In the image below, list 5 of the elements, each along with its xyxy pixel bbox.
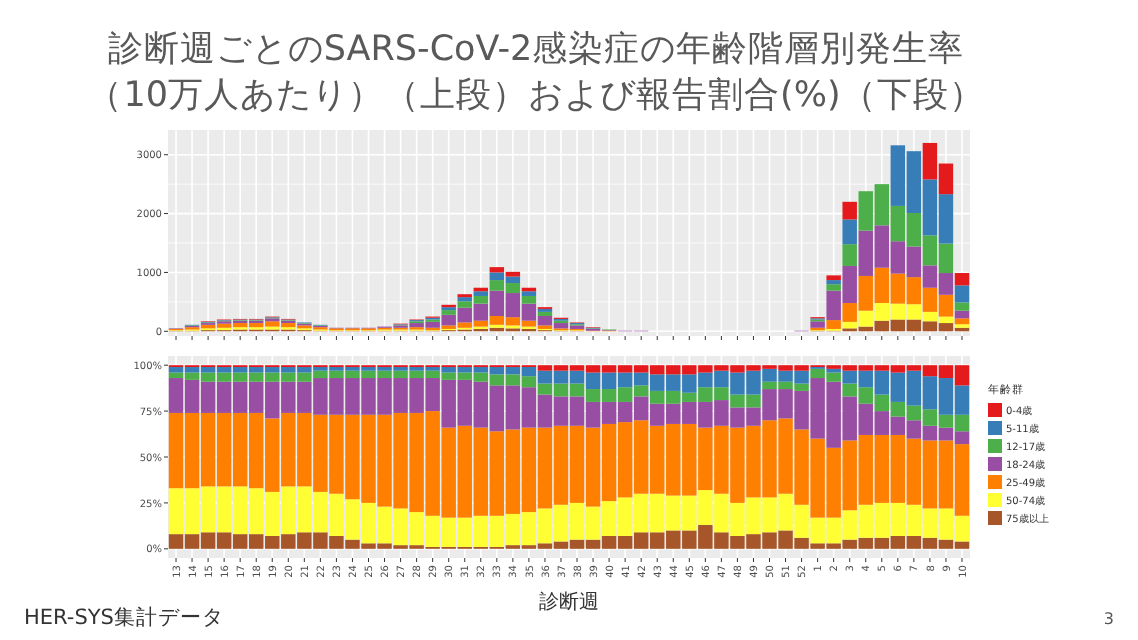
x-axis-title: 診断週 [539,590,599,614]
chart-subtitle: （10万人あたり）（上段）および報告割合(%)（下段） [87,74,985,116]
text: 3 [1103,610,1114,628]
text: HER-SYS集計データ [24,604,224,630]
chart-title: 診断週ごとのSARS-CoV-2感染症の年齢階層別発生率 [107,28,965,70]
